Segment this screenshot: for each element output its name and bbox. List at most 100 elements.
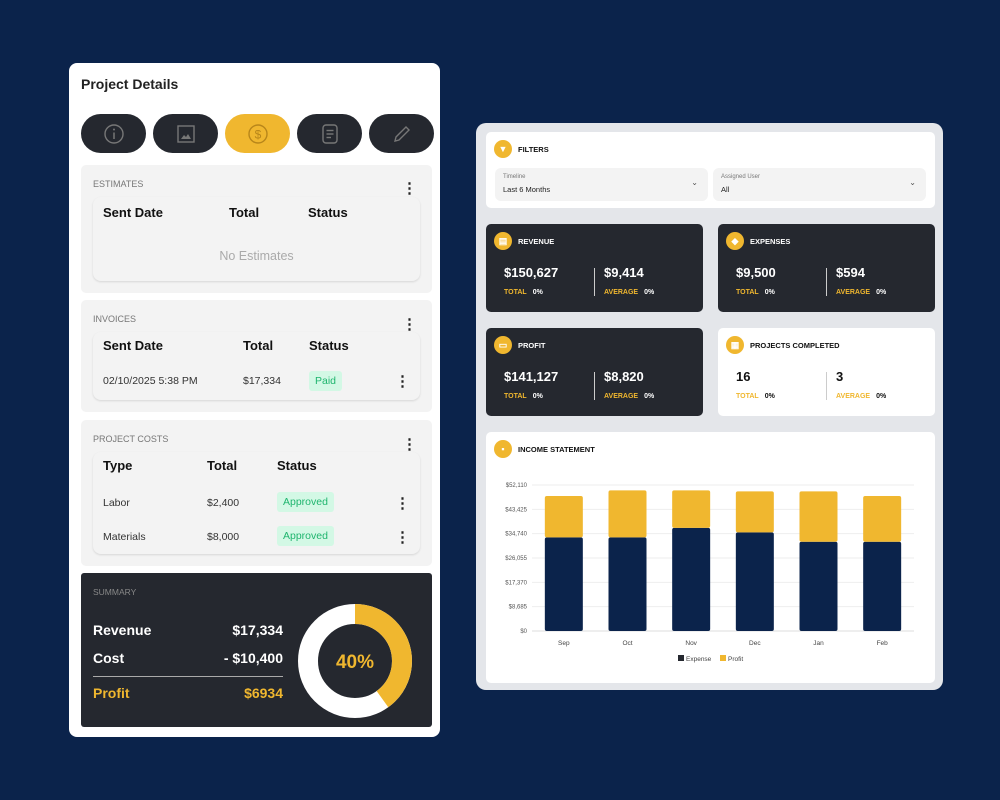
income-statement-card: ▪ INCOME STATEMENT $0 $8,685 $17,370 $26,05… bbox=[486, 432, 935, 683]
tag-icon: ◆ bbox=[726, 232, 744, 250]
y-tick-label: $0 bbox=[520, 629, 527, 635]
svg-text:$: $ bbox=[254, 127, 261, 141]
average-label: AVERAGE bbox=[604, 393, 639, 400]
bar-profit bbox=[735, 491, 774, 533]
dollar-icon: $ bbox=[247, 123, 268, 144]
total-value: $9,500 bbox=[736, 265, 776, 280]
tab-info[interactable] bbox=[81, 114, 146, 153]
column-header: Type bbox=[103, 458, 133, 473]
total-label: TOTAL bbox=[504, 393, 527, 400]
tab-documents[interactable] bbox=[297, 114, 362, 153]
column-header: Total bbox=[207, 458, 238, 473]
tab-images[interactable] bbox=[153, 114, 218, 153]
cost-total: $8,000 bbox=[207, 531, 240, 543]
bar-profit bbox=[799, 491, 838, 542]
cash-icon: ▭ bbox=[494, 336, 512, 354]
average-value: $9,414 bbox=[604, 265, 644, 280]
empty-state: No Estimates bbox=[219, 249, 294, 263]
filters-card: ▼ FILTERS Timeline Last 6 Months ⌄ Assig… bbox=[486, 132, 935, 208]
x-tick-label: Jan bbox=[813, 640, 824, 647]
profit-donut: 40% bbox=[298, 604, 412, 718]
total-value: $150,627 bbox=[504, 265, 559, 280]
stat-card-expenses: ◆ EXPENSES $9,500 TOTAL 0% $594 AVERAGE 0% bbox=[718, 224, 935, 312]
average-pct: 0% bbox=[644, 393, 655, 400]
donut-arc bbox=[298, 604, 412, 718]
stat-card-projects-completed: ▦ PROJECTS COMPLETED 16 TOTAL 0% 3 AVERAG… bbox=[718, 328, 935, 416]
status-badge: Paid bbox=[309, 371, 343, 391]
bar-profit bbox=[608, 490, 647, 538]
select-label: Timeline bbox=[503, 174, 526, 180]
more-icon[interactable]: ⋮ bbox=[402, 436, 417, 453]
timeline-select[interactable]: Timeline Last 6 Months ⌄ bbox=[495, 168, 708, 201]
select-value: All bbox=[721, 185, 730, 194]
divider bbox=[826, 268, 827, 296]
divider bbox=[826, 372, 827, 400]
page-title: Project Details bbox=[81, 76, 179, 92]
tab-bar: $ bbox=[81, 114, 434, 153]
invoice-date: 02/10/2025 5:38 PM bbox=[103, 375, 198, 387]
more-icon[interactable]: ⋮ bbox=[402, 316, 417, 333]
total-value: $141,127 bbox=[504, 369, 559, 384]
cost-value: - $10,400 bbox=[223, 650, 283, 666]
card-title: PROJECTS COMPLETED bbox=[750, 341, 840, 350]
row-more-icon[interactable]: ⋮ bbox=[395, 495, 410, 512]
invoices-section: INVOICES ⋮ Sent Date Total Status 02/10/… bbox=[81, 300, 432, 412]
revenue-label: Revenue bbox=[93, 622, 152, 638]
estimates-section: ESTIMATES ⋮ Sent Date Total Status No Es… bbox=[81, 165, 432, 293]
bar-expense bbox=[672, 527, 711, 631]
card-title: FILTERS bbox=[518, 145, 549, 154]
card-title: EXPENSES bbox=[750, 237, 791, 246]
total-label: TOTAL bbox=[504, 289, 527, 296]
pencil-icon bbox=[393, 125, 410, 142]
invoices-table: Sent Date Total Status 02/10/2025 5:38 P… bbox=[93, 332, 420, 400]
total-label: TOTAL bbox=[736, 289, 759, 296]
row-more-icon[interactable]: ⋮ bbox=[395, 529, 410, 546]
column-header: Sent Date bbox=[103, 338, 163, 353]
x-tick-label: Dec bbox=[749, 640, 761, 647]
tab-finance[interactable]: $ bbox=[225, 114, 290, 153]
section-label: SUMMARY bbox=[93, 587, 137, 597]
tab-edit[interactable] bbox=[369, 114, 434, 153]
info-icon bbox=[103, 123, 124, 144]
column-header: Status bbox=[308, 205, 348, 220]
y-tick-label: $8,685 bbox=[509, 605, 528, 611]
average-label: AVERAGE bbox=[836, 393, 871, 400]
income-chart: $0 $8,685 $17,370 $26,055 $34,740 $43,425 $52,… bbox=[505, 483, 914, 663]
bar-expense bbox=[863, 541, 902, 631]
average-pct: 0% bbox=[876, 393, 887, 400]
cost-total: $2,400 bbox=[207, 497, 240, 509]
bar-expense bbox=[608, 537, 647, 631]
row-more-icon[interactable]: ⋮ bbox=[395, 373, 410, 390]
section-label: PROJECT COSTS bbox=[93, 434, 169, 444]
cost-type: Materials bbox=[103, 531, 146, 543]
donut-percent: 40% bbox=[336, 652, 374, 673]
summary-section: SUMMARY Revenue $17,334 Cost - $10,400 P… bbox=[81, 573, 432, 727]
bar-expense bbox=[735, 532, 774, 631]
bar-profit bbox=[863, 495, 902, 542]
average-pct: 0% bbox=[876, 289, 887, 296]
average-pct: 0% bbox=[644, 289, 655, 296]
divider bbox=[594, 268, 595, 296]
column-header: Total bbox=[229, 205, 260, 220]
y-tick-label: $52,110 bbox=[506, 483, 528, 489]
average-caption: AVERAGE 0% bbox=[604, 289, 654, 296]
card-title: INCOME STATEMENT bbox=[518, 445, 595, 454]
y-tick-label: $17,370 bbox=[505, 580, 527, 586]
more-icon[interactable]: ⋮ bbox=[402, 180, 417, 197]
divider bbox=[594, 372, 595, 400]
total-pct: 0% bbox=[532, 393, 543, 400]
select-label: Assigned User bbox=[721, 174, 761, 180]
total-caption: TOTAL 0% bbox=[736, 393, 775, 400]
x-tick-label: Feb bbox=[877, 640, 889, 647]
x-tick-label: Sep bbox=[558, 640, 570, 647]
chevron-down-icon: ⌄ bbox=[691, 178, 698, 187]
legend-label: Profit bbox=[728, 656, 743, 663]
total-pct: 0% bbox=[764, 393, 775, 400]
column-header: Status bbox=[309, 338, 349, 353]
total-value: 16 bbox=[736, 369, 751, 384]
status-badge: Approved bbox=[277, 526, 334, 546]
assigned-user-select[interactable]: Assigned User All ⌄ bbox=[713, 168, 926, 201]
total-pct: 0% bbox=[764, 289, 775, 296]
chevron-down-icon: ⌄ bbox=[909, 178, 916, 187]
total-pct: 0% bbox=[532, 289, 543, 296]
